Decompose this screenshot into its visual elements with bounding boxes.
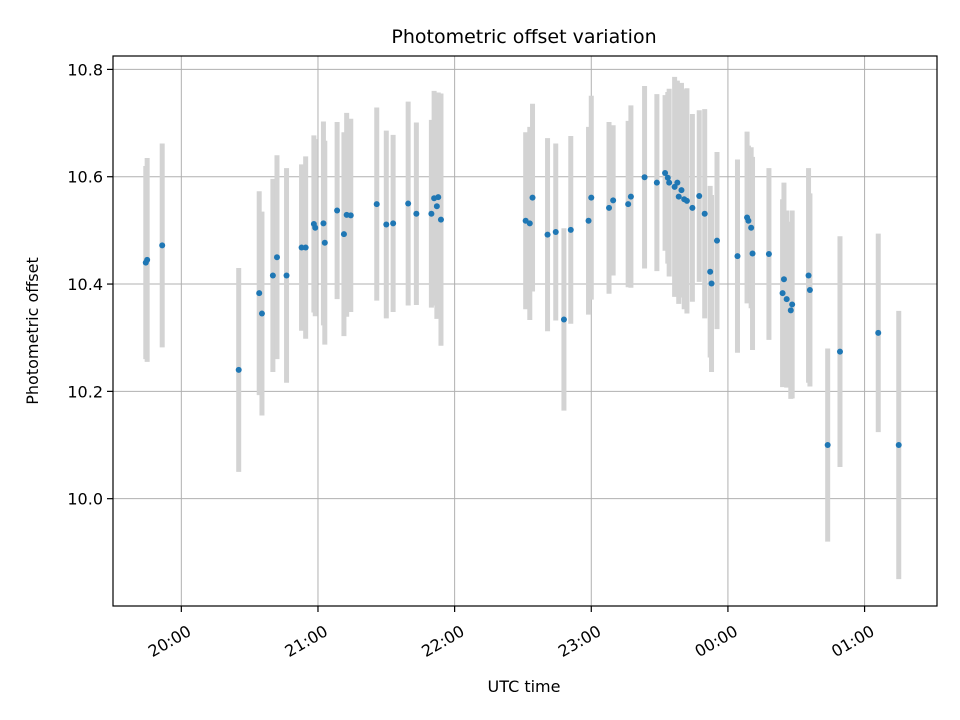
data-point [749,250,756,257]
data-point [302,244,309,251]
data-point [433,203,440,210]
y-tick-label: 10.0 [67,490,103,509]
data-point [836,348,843,355]
data-point [671,183,678,190]
data-point [526,220,533,227]
y-tick-label: 10.4 [67,275,103,294]
y-axis-label: Photometric offset [23,257,42,405]
data-point [664,174,671,181]
data-point [347,212,354,219]
chart-title: Photometric offset variation [391,26,656,48]
data-point [258,310,265,317]
data-point [413,210,420,217]
data-point [159,242,166,249]
data-point [875,329,882,336]
data-point [653,179,660,186]
data-point [666,179,673,186]
data-point [707,268,714,275]
data-point [683,197,690,204]
data-point [405,200,412,207]
data-point [256,290,263,297]
data-point [269,272,276,279]
data-point [529,194,536,201]
data-point [787,307,794,314]
data-point [713,237,720,244]
data-point [373,201,380,208]
data-point [678,187,685,194]
data-point [390,220,397,227]
data-point [435,194,442,201]
data-point [824,442,831,449]
data-point [675,193,682,200]
data-point [340,231,347,238]
data-point [708,280,715,287]
data-point [641,174,648,181]
data-point [567,226,574,233]
data-point [780,276,787,283]
y-tick-label: 10.8 [67,60,103,79]
y-axis-ticks: 10.0 10.2 10.4 10.6 10.8 [67,60,113,509]
data-point [312,224,319,231]
data-point [320,220,327,227]
data-points [142,169,902,449]
data-point [627,193,634,200]
data-point [383,221,390,228]
data-point [783,296,790,303]
y-tick-label: 10.6 [67,168,103,187]
data-point [765,251,772,257]
data-point [273,254,280,261]
data-point [748,224,755,231]
data-point [321,239,328,246]
data-point [585,217,592,224]
data-point [625,201,632,208]
data-point [544,231,551,238]
y-tick-label: 10.2 [67,382,103,401]
data-point [606,204,613,211]
data-point [789,301,796,308]
data-point [662,169,669,176]
data-point [805,272,812,279]
data-point [552,229,559,235]
data-point [235,366,242,373]
data-point [144,256,151,263]
data-point [745,217,752,224]
data-point [560,316,567,323]
data-point [689,204,696,211]
data-point [701,210,708,217]
data-point [428,210,435,217]
data-point [283,272,290,279]
x-axis-label: UTC time [488,677,561,696]
data-point [610,197,617,204]
data-point [437,216,444,223]
data-point [734,253,741,260]
plot-area-frame [112,55,938,607]
data-point [334,207,341,214]
data-point [696,193,703,200]
data-point [779,290,786,297]
data-point [588,194,595,201]
data-point [895,442,902,449]
data-point [806,286,813,293]
data-point [298,244,305,251]
data-point [674,179,681,186]
